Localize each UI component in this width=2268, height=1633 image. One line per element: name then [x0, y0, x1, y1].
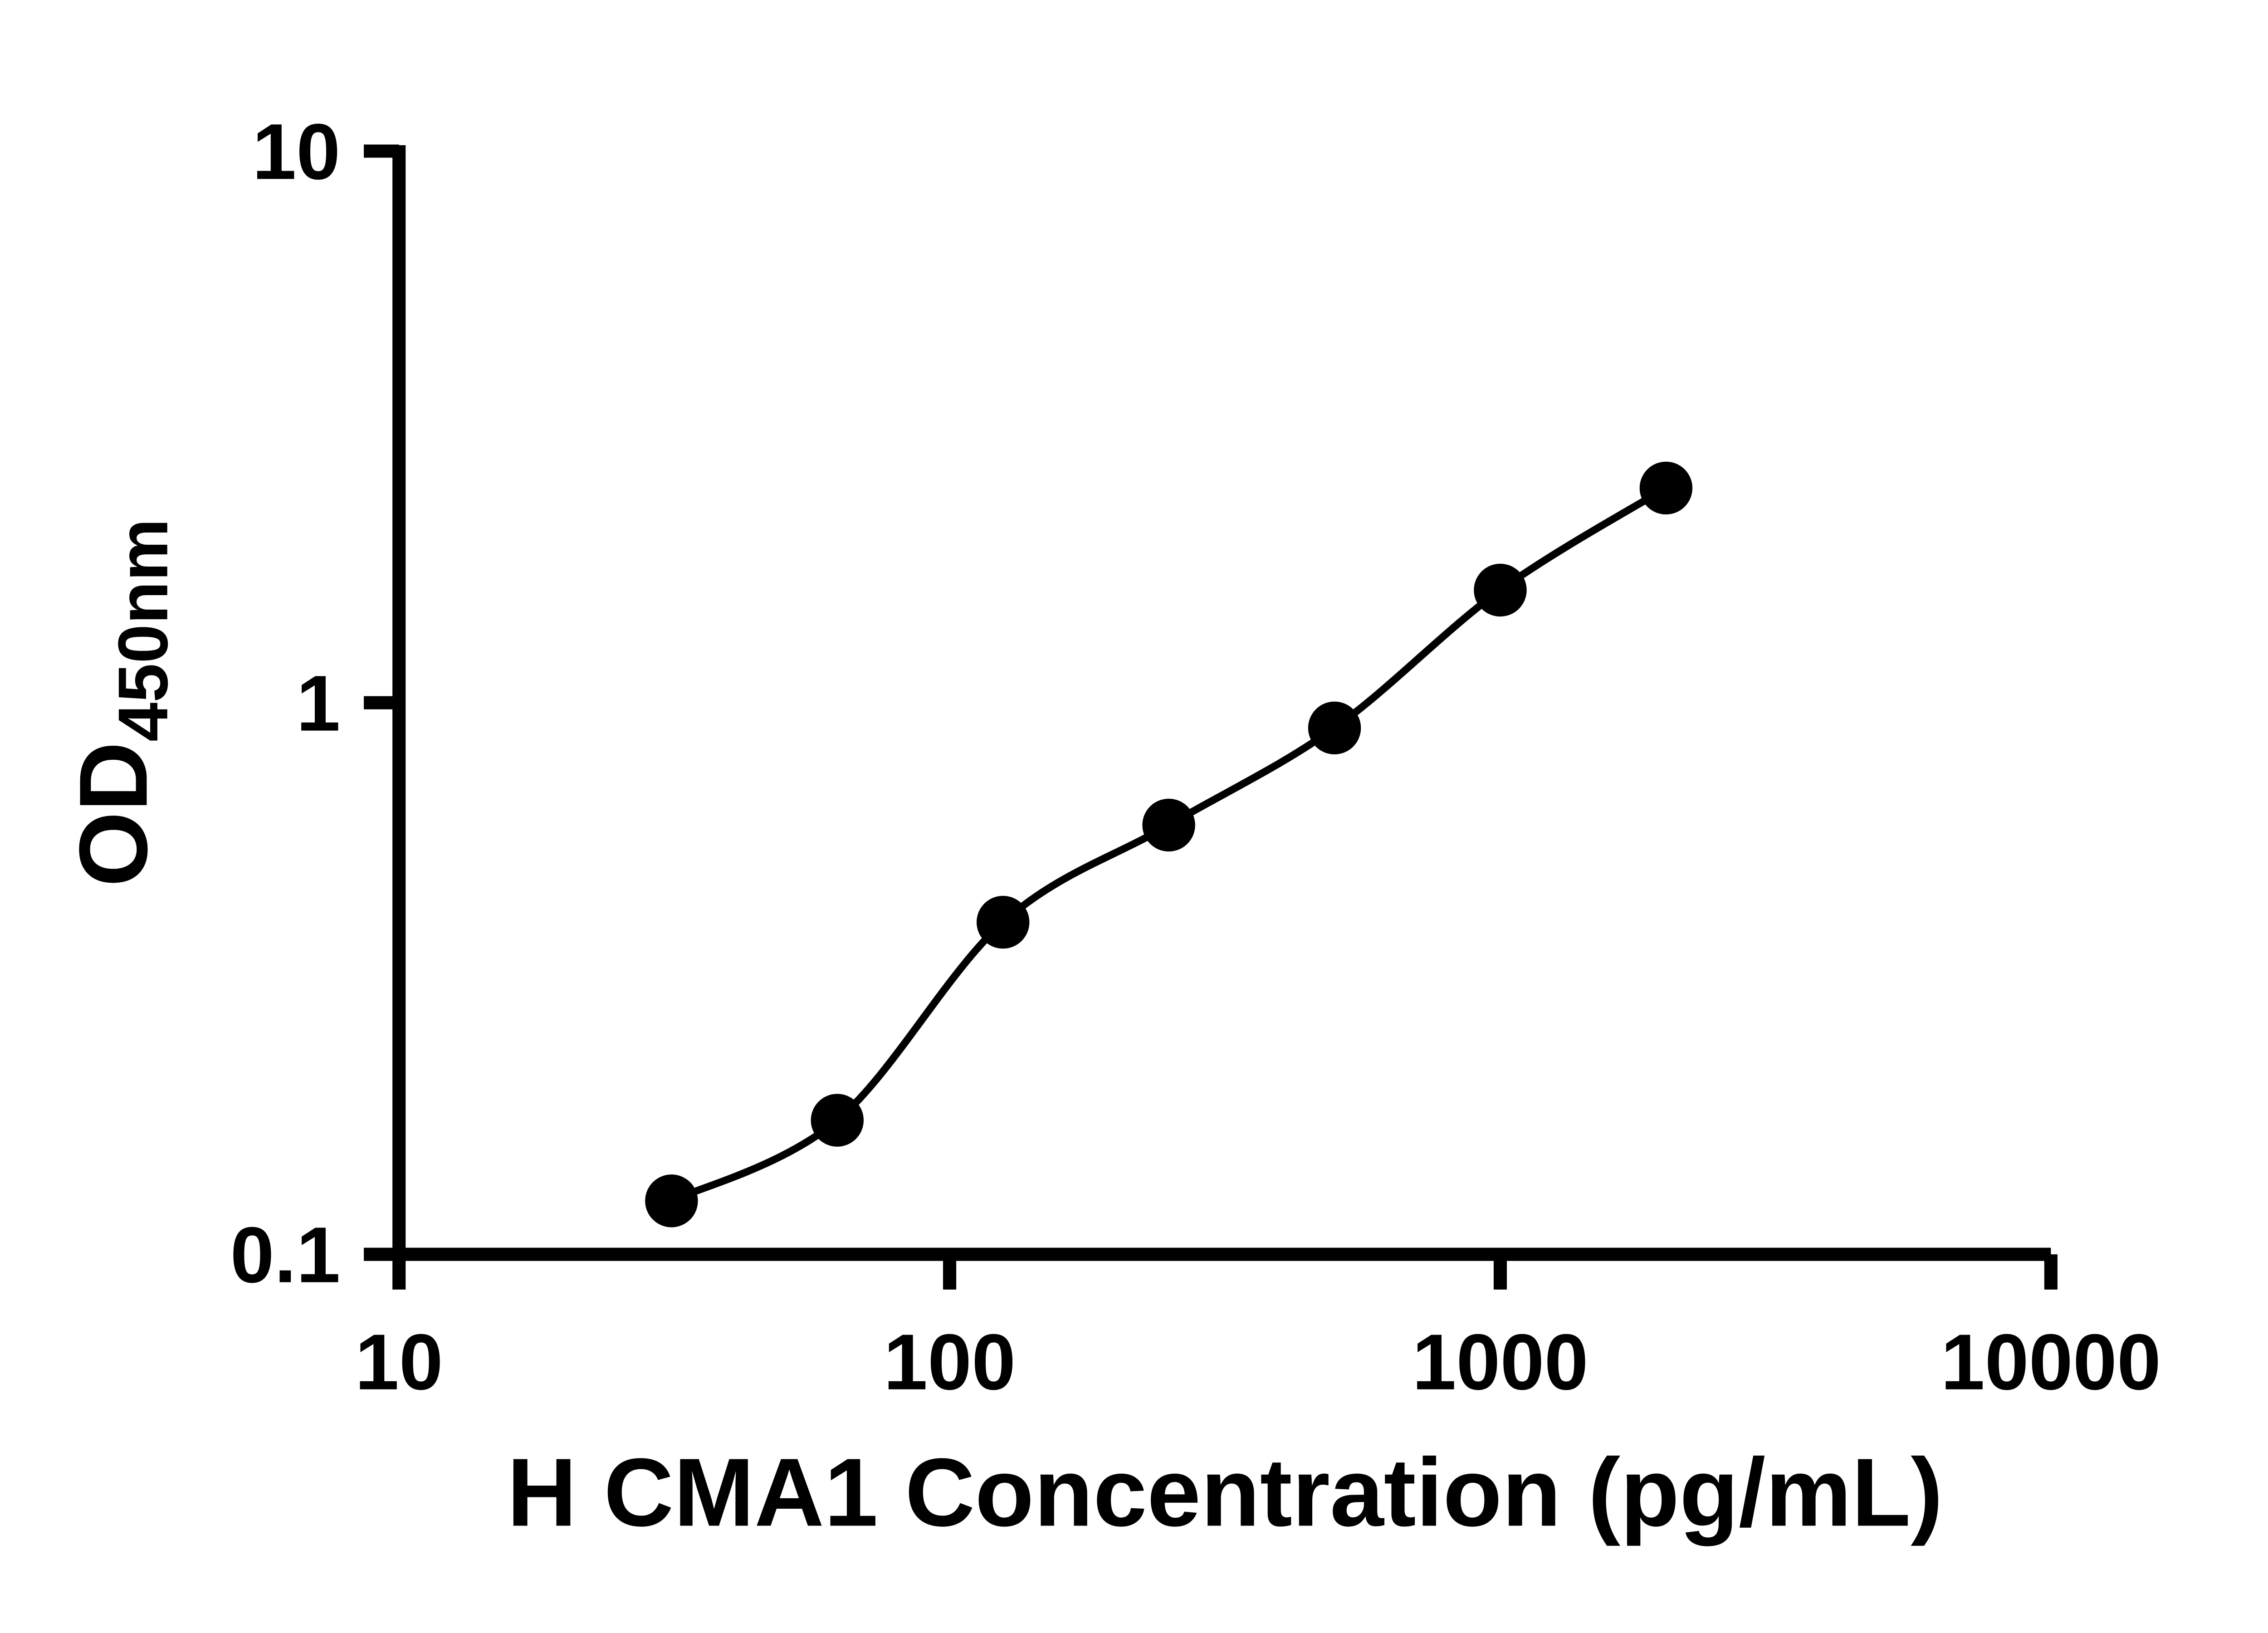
x-axis-tick-label: 1000	[1412, 1318, 1588, 1407]
data-point	[1474, 563, 1527, 617]
data-point	[811, 1094, 864, 1147]
y-axis-tick-label: 0.1	[230, 1211, 341, 1300]
data-point	[1639, 461, 1693, 515]
y-axis-tick-label: 1	[296, 660, 340, 748]
data-point	[645, 1174, 698, 1227]
data-point	[1308, 701, 1361, 755]
axes-lines	[392, 145, 2051, 1261]
data-point	[1142, 798, 1195, 852]
y-axis-tick-label: 10	[252, 108, 340, 196]
x-axis-tick-label: 10	[355, 1318, 443, 1407]
data-point	[976, 895, 1030, 949]
x-axis-tick-label: 100	[884, 1318, 1016, 1407]
x-axis-tick-label: 10000	[1941, 1318, 2161, 1407]
y-axis-title: OD450nm	[59, 518, 182, 887]
x-axis-title: H CMA1 Concentration (pg/mL)	[507, 1439, 1943, 1547]
